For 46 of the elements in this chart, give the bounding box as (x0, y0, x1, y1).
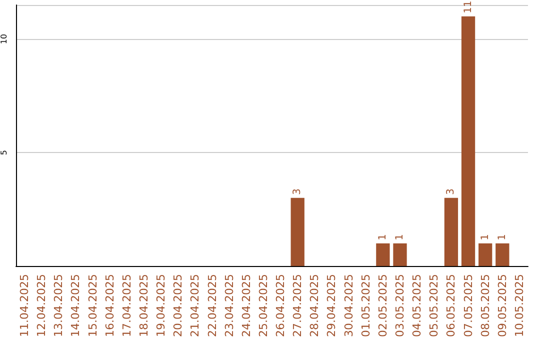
x-tick-label: 30.04.2025 (342, 274, 356, 338)
x-tick-label: 17.04.2025 (120, 274, 134, 338)
data-label: 11 (462, 0, 474, 14)
bar (496, 243, 510, 266)
x-tick-label: 23.04.2025 (222, 274, 236, 338)
x-tick-label: 24.04.2025 (240, 274, 253, 338)
x-tick-label: 14.04.2025 (69, 274, 82, 338)
x-tick-label: 11.04.2025 (18, 274, 32, 338)
x-tick-label: 12.04.2025 (35, 274, 48, 338)
data-label: 1 (377, 234, 388, 240)
x-tick-label: 05.05.2025 (428, 274, 441, 338)
x-tick-label: 09.05.2025 (496, 274, 509, 338)
x-tick-label: 15.04.2025 (86, 274, 100, 338)
x-tick-label: 10.05.2025 (512, 274, 526, 338)
x-tick-label: 27.04.2025 (291, 274, 304, 338)
x-tick-label: 26.04.2025 (274, 274, 288, 338)
x-tick-label: 06.05.2025 (444, 274, 458, 338)
bar (461, 16, 476, 266)
data-label: 3 (292, 188, 304, 195)
x-tick-label: 29.04.2025 (325, 274, 338, 338)
bar (376, 243, 390, 266)
x-tick-label: 21.04.2025 (188, 274, 202, 338)
data-label: 1 (480, 234, 491, 240)
data-label: 3 (446, 188, 457, 195)
y-tick-label: 5 (0, 150, 8, 156)
bar (290, 198, 304, 266)
bar (393, 243, 407, 266)
x-tick-label: 01.05.2025 (359, 274, 372, 338)
x-tick-label: 22.04.2025 (206, 274, 219, 338)
x-tick-label: 18.04.2025 (138, 274, 150, 338)
x-tick-label: 28.04.2025 (308, 274, 322, 338)
x-tick-label: 02.05.2025 (376, 274, 390, 338)
x-tick-label: 19.04.2025 (154, 274, 168, 338)
x-tick-label: 16.04.2025 (103, 274, 116, 338)
x-tick-label: 20.04.2025 (172, 274, 185, 338)
x-tick-label: 03.05.2025 (394, 274, 406, 338)
x-tick-label: 04.05.2025 (410, 274, 424, 338)
x-tick-label: 13.04.2025 (52, 274, 66, 338)
y-tick-label: 10 (0, 34, 8, 44)
data-label: 1 (394, 234, 406, 240)
x-tick-label: 25.04.2025 (256, 274, 270, 338)
x-tick-label: 07.05.2025 (462, 274, 475, 338)
bar (444, 198, 458, 266)
x-tick-label: 08.05.2025 (478, 274, 492, 338)
data-label: 1 (496, 234, 508, 240)
bar (478, 243, 492, 266)
